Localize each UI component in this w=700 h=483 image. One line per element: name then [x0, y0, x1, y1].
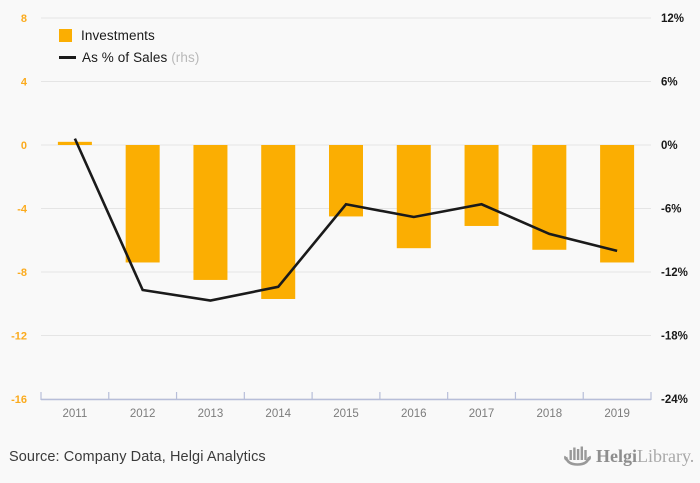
legend-label-as-percent-of-sales: As % of Sales (rhs): [82, 50, 200, 65]
year-label: 2014: [265, 408, 291, 420]
source-text: Source: Company Data, Helgi Analytics: [9, 449, 266, 465]
helgi-ship-icon: [564, 446, 591, 466]
bar-2013: [193, 145, 228, 280]
bar-2014: [261, 145, 296, 299]
right-axis-label: 12%: [661, 13, 684, 25]
logo-text-helgi: Helgi: [596, 445, 637, 466]
left-axis-label: -12: [11, 331, 27, 343]
left-axis-label: -16: [11, 394, 27, 406]
year-label: 2015: [333, 408, 359, 420]
chart-legend: Investments As % of Sales (rhs): [59, 27, 199, 71]
logo-text-library: Library.: [637, 445, 695, 466]
bar-2019: [600, 145, 635, 263]
left-axis-label: 4: [21, 77, 28, 89]
right-axis-label: 6%: [661, 77, 678, 89]
legend-item-investments: Investments: [59, 27, 199, 44]
legend-rhs-note: (rhs): [171, 50, 200, 65]
bar-2016: [396, 145, 431, 249]
year-label: 2019: [604, 408, 630, 420]
right-axis-label: -6%: [661, 204, 681, 216]
left-axis-label: -4: [17, 204, 28, 216]
year-label: 2016: [401, 408, 427, 420]
bar-2011: [57, 141, 92, 145]
right-axis-label: -12%: [661, 267, 688, 279]
legend-bar-swatch: [59, 29, 72, 42]
left-axis-label: 8: [21, 13, 27, 25]
left-axis-label: -8: [17, 267, 27, 279]
right-axis-label: 0%: [661, 140, 678, 152]
helgi-library-logo[interactable]: HelgiLibrary.: [564, 444, 694, 468]
right-axis-label: -18%: [661, 331, 688, 343]
bar-2017: [464, 145, 499, 226]
as-percent-of-sales-line: [73, 138, 618, 302]
right-axis-label: -24%: [661, 394, 688, 406]
year-label: 2013: [198, 408, 224, 420]
bar-2012: [125, 145, 160, 263]
year-label: 2018: [537, 408, 563, 420]
year-label: 2011: [63, 408, 88, 420]
left-axis-label: 0: [21, 140, 27, 152]
year-label: 2017: [469, 408, 495, 420]
year-label: 2012: [130, 408, 156, 420]
legend-item-as-percent-of-sales: As % of Sales (rhs): [59, 49, 199, 66]
legend-label-investments: Investments: [81, 28, 155, 43]
bar-2018: [532, 145, 567, 250]
investments-chart: 8 12% 4 6% 0 0% -4 -6% -8 -12% -12 -18% -16 -24% 2011 2…: [11, 13, 688, 420]
legend-line-swatch: [59, 56, 76, 59]
logo-wordmark: HelgiLibrary.: [596, 446, 694, 467]
